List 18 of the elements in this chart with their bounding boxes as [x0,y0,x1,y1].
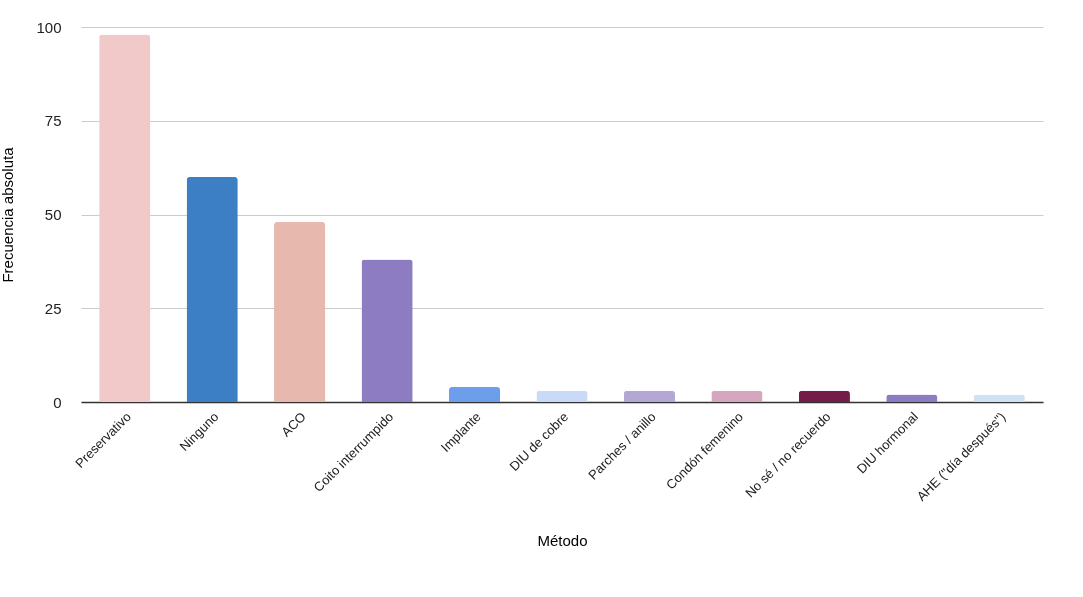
bar [973,394,1025,402]
y-tick-label: 0 [53,393,62,411]
bar [186,177,238,402]
y-tick-label: 100 [36,18,62,36]
y-axis-title: Frecuencia absoluta [0,146,17,283]
bar [711,390,763,402]
bar [361,259,413,402]
bar [536,390,588,402]
y-tick-label: 75 [44,112,62,130]
x-axis-title: Método [537,531,588,549]
bar [886,394,938,402]
bar [274,222,326,402]
bar [99,34,151,402]
y-tick-label: 25 [44,299,62,317]
y-tick-label: 50 [44,206,62,223]
bar [448,387,501,402]
bar [623,390,676,402]
bar [798,390,850,402]
